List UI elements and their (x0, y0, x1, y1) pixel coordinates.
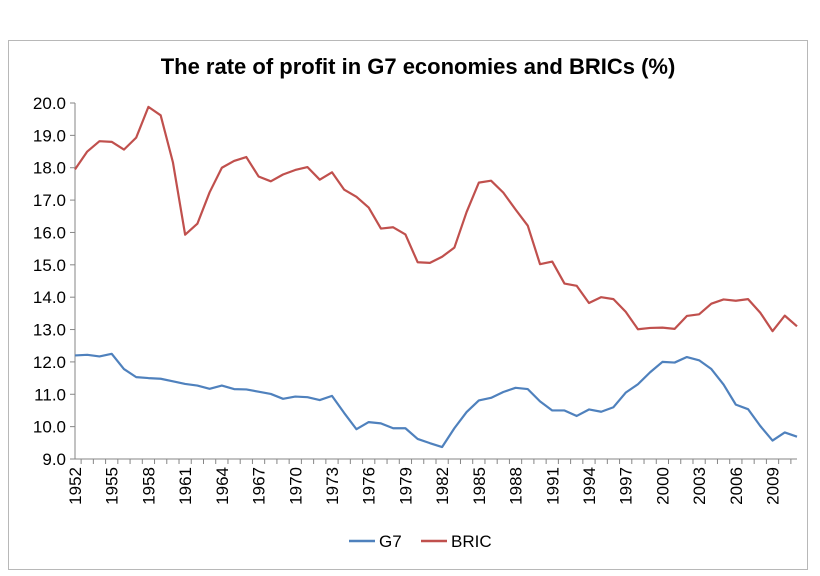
x-tick-label: 1976 (360, 467, 379, 505)
x-tick-label: 2006 (727, 467, 746, 505)
x-tick-label: 1958 (139, 467, 158, 505)
y-tick-label: 10.0 (33, 418, 66, 437)
x-tick-label: 1973 (323, 467, 342, 505)
x-tick-label: 2003 (690, 467, 709, 505)
y-tick-label: 14.0 (33, 288, 66, 307)
x-tick-label: 1955 (103, 467, 122, 505)
x-tick-label: 1964 (213, 467, 232, 505)
x-tick-label: 1982 (433, 467, 452, 505)
y-tick-label: 11.0 (34, 385, 66, 404)
series-line-bric (74, 105, 798, 333)
x-tick-label: 1991 (543, 467, 562, 505)
legend-label-g7: G7 (379, 532, 402, 551)
y-tick-label: 19.0 (33, 126, 66, 145)
y-tick-label: 20.0 (33, 94, 66, 113)
chart-frame: The rate of profit in G7 economies and B… (8, 40, 808, 570)
y-tick-label: 12.0 (33, 353, 66, 372)
x-tick-label: 1979 (396, 467, 415, 505)
series-line-g7 (74, 352, 798, 449)
y-tick-label: 16.0 (33, 223, 66, 242)
y-tick-label: 13.0 (33, 321, 66, 340)
x-tick-label: 1970 (286, 467, 305, 505)
x-tick-label: 1994 (580, 467, 599, 505)
x-axis: 1952 1955 1958 1961 1964 1967 1970 1973 1976 1979… (66, 458, 797, 505)
x-tick-label: 1988 (507, 467, 526, 505)
x-tick-label: 2009 (764, 467, 783, 505)
y-tick-label: 15.0 (33, 256, 66, 275)
chart-title: The rate of profit in G7 economies and B… (161, 54, 676, 79)
x-tick-label: 1997 (617, 467, 636, 505)
x-tick-label: 1952 (66, 467, 85, 505)
legend-label-bric: BRIC (451, 532, 492, 551)
x-tick-label: 2000 (653, 467, 672, 505)
line-chart: The rate of profit in G7 economies and B… (33, 54, 798, 551)
x-tick-label: 1985 (470, 467, 489, 505)
x-tick-label: 1961 (176, 467, 195, 505)
y-tick-label: 17.0 (33, 191, 66, 210)
plot-lines (74, 105, 798, 449)
y-tick-label: 18.0 (33, 159, 66, 178)
x-tick-label: 1967 (250, 467, 269, 505)
y-tick-label: 9.0 (42, 450, 66, 469)
legend: G7 BRIC (349, 532, 492, 551)
y-axis: 9.0 10.0 11.0 12.0 13.0 14.0 15.0 16.0 17.0 18.0 1… (33, 94, 76, 469)
